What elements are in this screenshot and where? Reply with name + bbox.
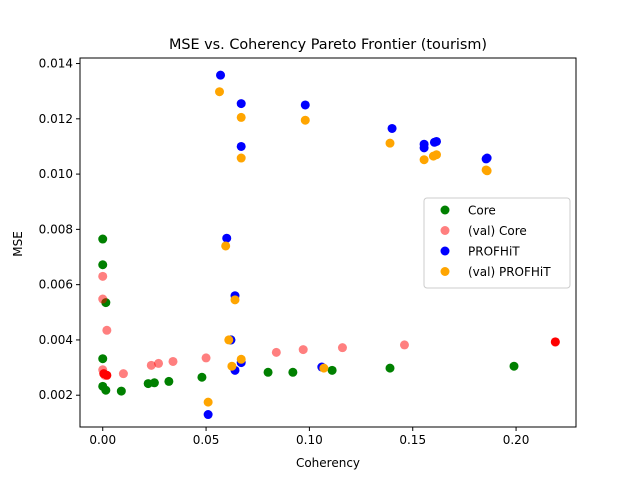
data-point (168, 356, 178, 366)
data-point (550, 337, 560, 347)
data-point (222, 233, 232, 243)
data-point (385, 363, 395, 373)
data-point (432, 150, 441, 160)
data-point (236, 99, 246, 109)
data-point (98, 354, 108, 364)
legend-box (423, 197, 571, 289)
chart-title: MSE vs. Coherency Pareto Frontier (touri… (169, 37, 487, 53)
data-point (288, 367, 298, 377)
data-point (236, 354, 246, 364)
data-point (215, 87, 224, 97)
y-tick-label: 0.008 (39, 222, 73, 236)
legend-marker (440, 246, 450, 256)
y-tick-label: 0.012 (39, 112, 73, 126)
data-point (419, 143, 429, 153)
data-point (98, 271, 108, 281)
data-point (201, 353, 211, 363)
data-point (419, 155, 429, 165)
data-point (236, 141, 246, 151)
legend-label: (val) Core (468, 224, 527, 238)
y-tick-label: 0.004 (39, 333, 73, 347)
data-point (149, 378, 159, 388)
x-tick-label: 0.20 (503, 433, 530, 447)
data-point (399, 340, 409, 350)
data-point (271, 347, 281, 357)
data-point (116, 386, 126, 396)
data-point (203, 397, 213, 407)
y-tick-label: 0.002 (39, 388, 73, 402)
y-tick-label: 0.014 (39, 57, 73, 71)
data-point (300, 115, 310, 125)
y-tick-label: 0.010 (39, 167, 73, 181)
plot-frame (79, 57, 577, 428)
data-point (118, 369, 128, 379)
data-point (236, 112, 246, 122)
data-points (98, 70, 560, 420)
data-point (203, 410, 213, 420)
data-point (154, 358, 164, 368)
data-point (227, 361, 237, 371)
data-point (300, 100, 310, 110)
x-axis-label: Coherency (296, 456, 360, 470)
legend-marker (440, 205, 450, 215)
legend: Core (val) Core PROFHiT (val) PROFHiT (423, 197, 571, 289)
x-tick-label: 0.15 (399, 433, 426, 447)
data-point (216, 70, 226, 80)
data-point (337, 343, 347, 353)
data-point (327, 365, 337, 375)
data-point (221, 241, 231, 251)
data-point (101, 385, 111, 395)
data-point (432, 136, 441, 146)
data-point (197, 372, 207, 382)
data-point (509, 361, 519, 371)
data-point (236, 153, 246, 163)
x-tick-label: 0.10 (296, 433, 323, 447)
data-point (102, 325, 112, 335)
data-point (98, 260, 108, 270)
data-point (98, 234, 108, 244)
legend-label: PROFHiT (468, 245, 520, 259)
legend-marker (440, 226, 450, 235)
data-point (481, 154, 491, 164)
data-point (164, 376, 174, 386)
data-point (298, 345, 308, 355)
overlap-points (99, 337, 560, 380)
data-point (385, 138, 395, 148)
x-tick-label: 0.00 (89, 433, 116, 447)
data-point (482, 166, 492, 176)
data-point (230, 295, 240, 305)
data-point (263, 367, 273, 377)
data-point (98, 294, 108, 304)
y-tick-label: 0.006 (39, 278, 73, 292)
data-point (146, 360, 156, 370)
series-3 (203, 87, 492, 407)
axis-ticks: 0.00 0.05 0.10 0.15 0.20 0.002 0.004 0.006 0.008… (39, 57, 530, 447)
data-point (319, 363, 329, 373)
legend-label: Core (468, 204, 496, 218)
data-point (224, 335, 234, 345)
data-point (102, 370, 112, 380)
x-tick-label: 0.05 (193, 433, 220, 447)
legend-label: (val) PROFHiT (468, 265, 551, 279)
legend-marker (440, 267, 450, 276)
data-point (387, 123, 397, 133)
y-axis-label: MSE (11, 231, 25, 257)
